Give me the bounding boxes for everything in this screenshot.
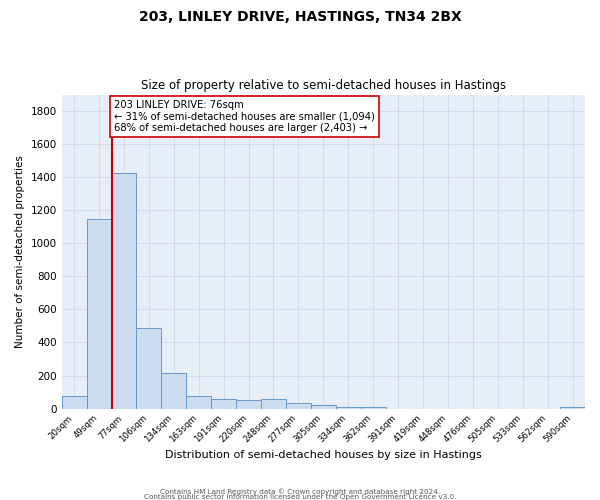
X-axis label: Distribution of semi-detached houses by size in Hastings: Distribution of semi-detached houses by … bbox=[165, 450, 482, 460]
Bar bbox=[286, 403, 311, 408]
Text: 203, LINLEY DRIVE, HASTINGS, TN34 2BX: 203, LINLEY DRIVE, HASTINGS, TN34 2BX bbox=[139, 10, 461, 24]
Bar bbox=[236, 400, 261, 408]
Bar bbox=[112, 173, 136, 408]
Bar bbox=[186, 396, 211, 408]
Text: Contains public sector information licensed under the Open Government Licence v3: Contains public sector information licen… bbox=[144, 494, 456, 500]
Bar bbox=[261, 400, 286, 408]
Bar bbox=[361, 407, 386, 408]
Bar bbox=[211, 398, 236, 408]
Y-axis label: Number of semi-detached properties: Number of semi-detached properties bbox=[15, 155, 25, 348]
Bar bbox=[86, 218, 112, 408]
Text: 203 LINLEY DRIVE: 76sqm
← 31% of semi-detached houses are smaller (1,094)
68% of: 203 LINLEY DRIVE: 76sqm ← 31% of semi-de… bbox=[114, 100, 375, 132]
Bar bbox=[560, 407, 585, 408]
Bar bbox=[311, 406, 336, 408]
Bar bbox=[62, 396, 86, 408]
Title: Size of property relative to semi-detached houses in Hastings: Size of property relative to semi-detach… bbox=[141, 79, 506, 92]
Bar bbox=[161, 373, 186, 408]
Text: Contains HM Land Registry data © Crown copyright and database right 2024.: Contains HM Land Registry data © Crown c… bbox=[160, 488, 440, 495]
Bar bbox=[136, 328, 161, 408]
Bar bbox=[336, 407, 361, 408]
